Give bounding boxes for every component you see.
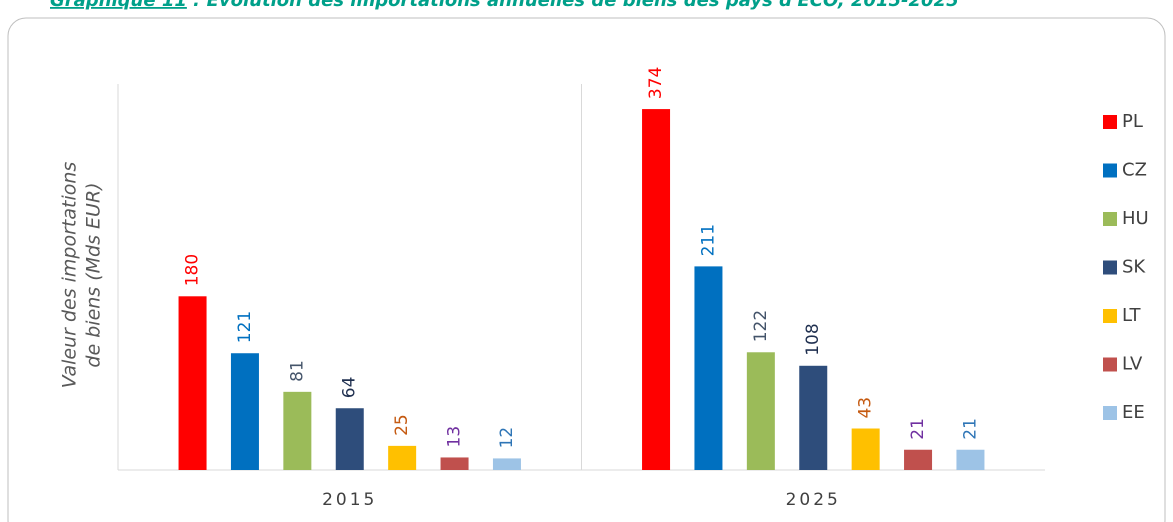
value-label: 21	[960, 418, 980, 440]
legend-label: CZ	[1122, 160, 1147, 181]
value-label: 211	[698, 224, 718, 256]
legend-swatch	[1103, 309, 1117, 323]
y-label-line: de biens (Mds EUR)	[83, 182, 105, 367]
legend-swatch	[1103, 115, 1117, 129]
value-label: 180	[183, 254, 203, 286]
bar	[746, 352, 775, 470]
value-label: 81	[287, 360, 307, 382]
value-label: 43	[856, 397, 876, 419]
legend-swatch	[1103, 357, 1117, 372]
bar	[230, 353, 259, 470]
value-label: 12	[497, 427, 517, 449]
legend-swatch	[1103, 163, 1117, 178]
legend-label: LV	[1122, 354, 1143, 375]
value-label: 64	[340, 377, 360, 399]
bar	[904, 449, 933, 470]
bar	[642, 109, 671, 470]
value-label: 374	[646, 67, 666, 99]
value-label: 108	[803, 323, 823, 355]
bar	[492, 458, 521, 470]
legend-label: LT	[1122, 305, 1142, 326]
value-label: 121	[235, 311, 255, 343]
legend-swatch	[1103, 406, 1117, 420]
x-tick-label: 2015	[322, 490, 377, 510]
bar	[956, 449, 985, 470]
legend-label: PL	[1122, 111, 1143, 132]
legend-label: EE	[1122, 402, 1145, 423]
legend-swatch	[1103, 260, 1117, 275]
title-prefix: Graphique 11	[50, 0, 187, 11]
chart-title: Graphique 11 : Evolution des importation…	[50, 0, 959, 11]
bar	[335, 408, 364, 470]
x-tick-label: 2025	[786, 490, 841, 510]
value-label: 13	[445, 426, 465, 448]
legend-label: SK	[1122, 257, 1146, 278]
value-label: 25	[392, 414, 412, 436]
y-label-line: Valeur des importations	[59, 162, 81, 389]
bar	[799, 365, 828, 470]
bar	[694, 266, 723, 470]
bar	[178, 296, 207, 470]
value-label: 21	[908, 418, 928, 440]
legend-swatch	[1103, 212, 1117, 226]
legend-label: HU	[1122, 208, 1149, 229]
bar	[440, 457, 469, 470]
title-text: : Evolution des importations annuelles d…	[187, 0, 959, 11]
bar	[851, 428, 880, 470]
bar	[388, 445, 417, 470]
bar	[283, 391, 312, 470]
value-label: 122	[751, 310, 771, 342]
y-axis-label: Valeur des importations de biens (Mds EU…	[59, 162, 105, 389]
